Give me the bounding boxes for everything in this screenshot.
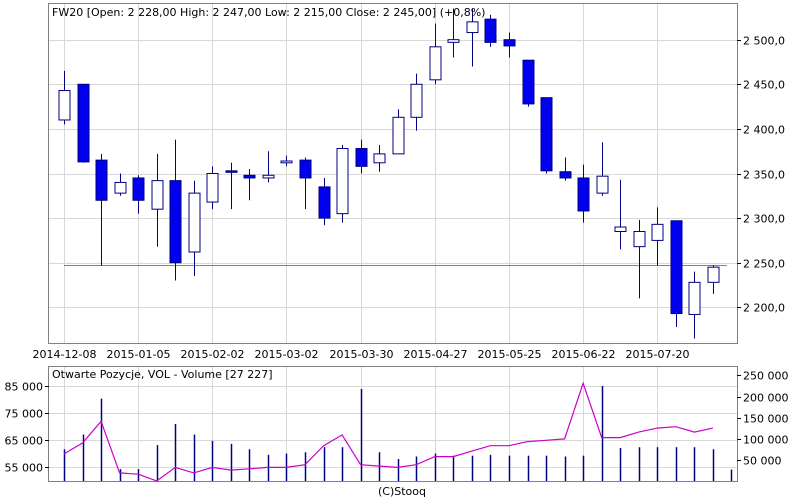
candle-down	[540, 97, 553, 172]
price-tick-label: 2 350,0	[743, 169, 785, 182]
date-tick-label: 2015-03-02	[255, 348, 319, 361]
date-tick-label: 2015-05-25	[478, 348, 542, 361]
date-x-axis: 2014-12-08 2015-01-05 2015-02-02 2015-03-02…	[33, 348, 690, 361]
volume-tick-label: 150 000	[743, 413, 789, 426]
price-tick-label: 2 500,0	[743, 35, 785, 48]
candle-down	[225, 170, 238, 173]
open-interest-series-line	[63, 381, 714, 482]
candle-up	[114, 181, 127, 194]
volume-tick-label: 200 000	[743, 392, 789, 405]
candle-down	[559, 171, 572, 179]
candle-up	[688, 281, 701, 315]
open-interest-tick-label: 55 000	[5, 462, 44, 475]
candle-up	[151, 180, 164, 210]
volume-axis: 50 000 100 000 150 000 200 000 250 000	[737, 370, 789, 468]
open-interest-tick-label: 75 000	[5, 408, 44, 421]
candle-down	[169, 180, 182, 264]
date-tick-label: 2015-07-20	[626, 348, 690, 361]
candle-down	[503, 39, 516, 47]
candle-down	[132, 177, 145, 201]
candle-up	[614, 226, 627, 232]
candle-down	[318, 186, 331, 219]
date-tick-label: 2015-01-05	[107, 348, 171, 361]
price-tick-label: 2 200,0	[743, 302, 785, 315]
candle-up	[410, 83, 423, 118]
volume-tick-label: 250 000	[743, 370, 789, 383]
candle-up	[447, 39, 460, 43]
candle-down	[243, 174, 256, 179]
candle-down	[299, 159, 312, 179]
candle-down	[577, 177, 590, 212]
candle-down	[77, 83, 90, 163]
date-tick-label: 2015-02-02	[181, 348, 245, 361]
candle-down	[484, 18, 497, 43]
open-interest-line	[63, 381, 714, 482]
footer-credit: (C)Stooq	[378, 485, 426, 498]
date-tick-label: 2015-03-30	[330, 348, 394, 361]
volume-tick-label: 50 000	[743, 455, 782, 468]
date-tick-label: 2014-12-08	[33, 348, 97, 361]
candle-up	[188, 192, 201, 253]
price-tick-label: 2 450,0	[743, 79, 785, 92]
candle-up	[466, 21, 479, 34]
date-tick-label: 2015-04-27	[404, 348, 468, 361]
candle-up	[596, 175, 609, 194]
candle-up	[429, 46, 442, 81]
candles	[58, 8, 727, 339]
candle-up	[707, 266, 720, 283]
candle-up	[58, 90, 71, 121]
candle-up	[392, 116, 405, 155]
candle-down	[355, 148, 368, 167]
price-tick-label: 2 400,0	[743, 124, 785, 137]
volume-panel-frame	[48, 366, 738, 482]
open-interest-axis: 55 000 65 000 75 000 85 000	[5, 381, 49, 475]
candle-up	[633, 230, 646, 248]
candle-up	[651, 223, 664, 241]
date-tick-label: 2015-06-22	[552, 348, 616, 361]
candle-up	[280, 160, 293, 164]
candle-up	[336, 148, 349, 215]
open-interest-tick-label: 65 000	[5, 435, 44, 448]
candle-up	[262, 174, 275, 179]
price-tick-label: 2 250,0	[743, 258, 785, 271]
candle-up	[206, 173, 219, 203]
candle-up	[373, 153, 386, 164]
open-interest-tick-label: 85 000	[5, 381, 44, 394]
volume-tick-label: 100 000	[743, 434, 789, 447]
price-chart-title: FW20 [Open: 2 228,00 High: 2 247,00 Low:…	[52, 6, 485, 19]
volume-chart-title: Otwarte Pozycje, VOL - Volume [27 227]	[52, 368, 273, 381]
price-tick-label: 2 300,0	[743, 213, 785, 226]
candle-down	[522, 59, 535, 105]
candle-down	[670, 220, 683, 315]
candle-down	[95, 159, 108, 201]
price-y-axis: 2 200,0 2 250,0 2 300,0 2 350,0 2 400,0 2 450…	[737, 35, 785, 315]
price-panel-frame	[48, 3, 738, 344]
